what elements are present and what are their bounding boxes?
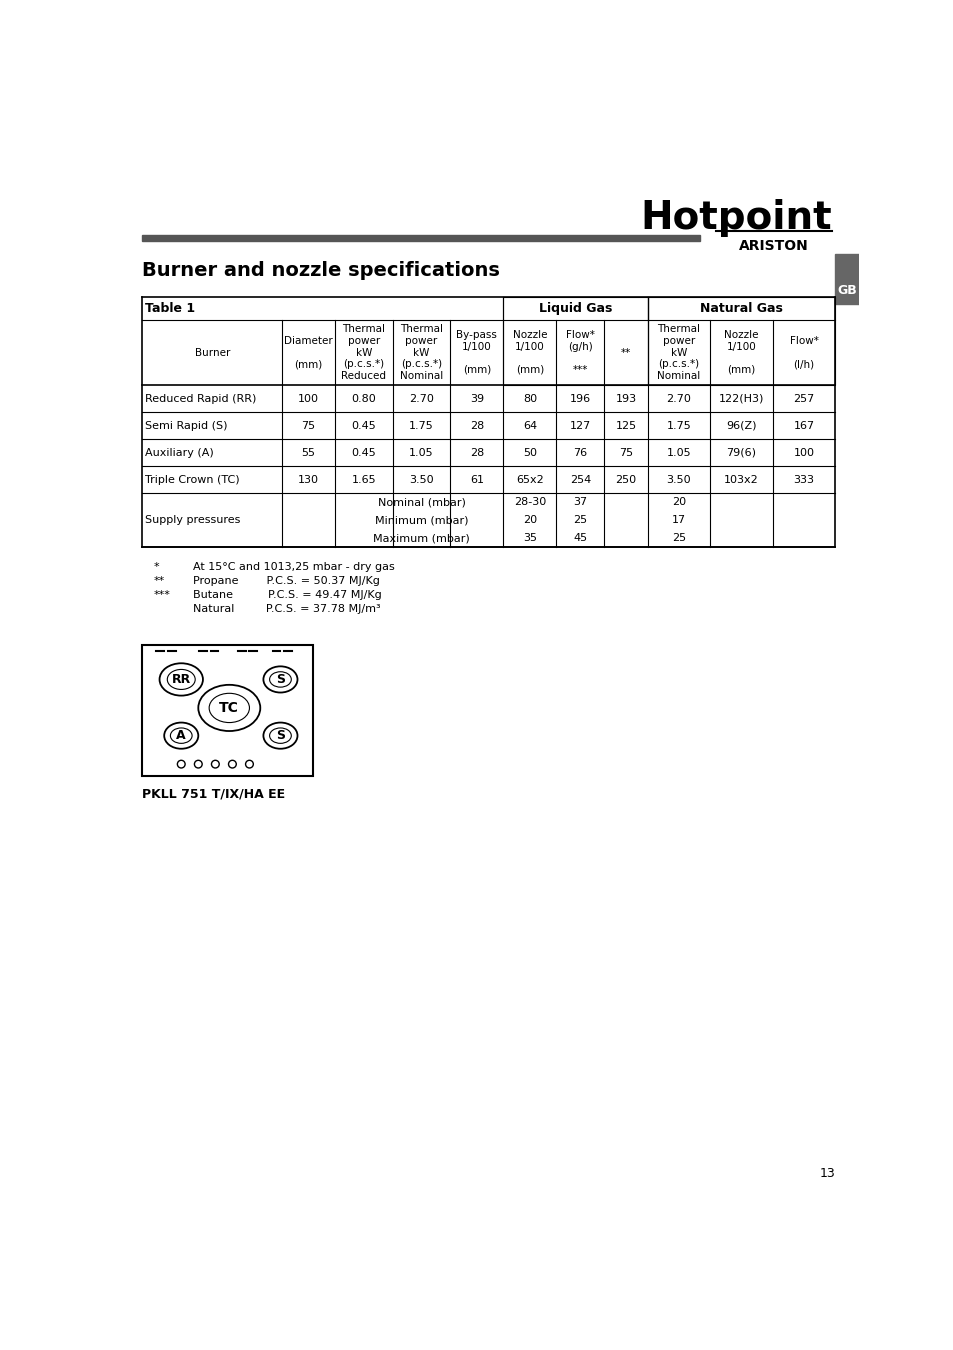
Text: 75: 75 bbox=[618, 448, 633, 458]
Text: 130: 130 bbox=[297, 475, 318, 485]
Text: PKLL 751 T/IX/HA EE: PKLL 751 T/IX/HA EE bbox=[142, 787, 285, 801]
Text: 28: 28 bbox=[469, 421, 483, 431]
Text: 1.65: 1.65 bbox=[351, 475, 375, 485]
Text: Nozzle
1/100

(mm): Nozzle 1/100 (mm) bbox=[512, 331, 546, 375]
Text: 28: 28 bbox=[469, 448, 483, 458]
Text: 45: 45 bbox=[573, 533, 587, 543]
Text: 250: 250 bbox=[615, 475, 636, 485]
Text: Thermal
power
kW
(p.c.s.*)
Nominal: Thermal power kW (p.c.s.*) Nominal bbox=[657, 324, 700, 381]
Text: 17: 17 bbox=[671, 516, 685, 525]
Text: At 15°C and 1013,25 mbar - dry gas: At 15°C and 1013,25 mbar - dry gas bbox=[193, 563, 395, 572]
Text: 65x2: 65x2 bbox=[516, 475, 543, 485]
Text: 100: 100 bbox=[793, 448, 814, 458]
Text: Natural Gas: Natural Gas bbox=[700, 302, 782, 315]
Text: Burner and nozzle specifications: Burner and nozzle specifications bbox=[142, 261, 500, 279]
Text: 2.70: 2.70 bbox=[409, 394, 434, 404]
Text: 196: 196 bbox=[569, 394, 590, 404]
Text: 0.45: 0.45 bbox=[351, 421, 375, 431]
Text: 167: 167 bbox=[793, 421, 814, 431]
Text: Nominal (mbar): Nominal (mbar) bbox=[377, 497, 465, 508]
Text: 61: 61 bbox=[470, 475, 483, 485]
Text: 37: 37 bbox=[573, 497, 587, 508]
Text: Thermal
power
kW
(p.c.s.*)
Nominal: Thermal power kW (p.c.s.*) Nominal bbox=[399, 324, 443, 381]
Text: 1.05: 1.05 bbox=[409, 448, 434, 458]
Text: **: ** bbox=[154, 576, 165, 586]
Text: 79(6): 79(6) bbox=[726, 448, 756, 458]
Text: Butane          P.C.S. = 49.47 MJ/Kg: Butane P.C.S. = 49.47 MJ/Kg bbox=[193, 590, 381, 601]
Text: 3.50: 3.50 bbox=[409, 475, 434, 485]
Text: Minimum (mbar): Minimum (mbar) bbox=[375, 516, 468, 525]
Text: 76: 76 bbox=[573, 448, 587, 458]
Text: Maximum (mbar): Maximum (mbar) bbox=[373, 533, 470, 543]
Text: Table 1: Table 1 bbox=[145, 302, 194, 315]
Text: S: S bbox=[275, 672, 285, 686]
Text: 1.75: 1.75 bbox=[666, 421, 691, 431]
Text: Auxiliary (A): Auxiliary (A) bbox=[145, 448, 213, 458]
Text: 96(Z): 96(Z) bbox=[725, 421, 756, 431]
Text: 0.80: 0.80 bbox=[351, 394, 375, 404]
Text: Flow*

(l/h): Flow* (l/h) bbox=[789, 336, 818, 369]
Text: 80: 80 bbox=[522, 394, 537, 404]
Text: Semi Rapid (S): Semi Rapid (S) bbox=[145, 421, 227, 431]
Text: Supply pressures: Supply pressures bbox=[145, 516, 240, 525]
Text: 125: 125 bbox=[615, 421, 636, 431]
Text: Nozzle
1/100

(mm): Nozzle 1/100 (mm) bbox=[723, 331, 758, 375]
Text: 20: 20 bbox=[522, 516, 537, 525]
Text: 2.70: 2.70 bbox=[666, 394, 691, 404]
Text: 3.50: 3.50 bbox=[666, 475, 691, 485]
Text: Thermal
power
kW
(p.c.s.*)
Reduced: Thermal power kW (p.c.s.*) Reduced bbox=[341, 324, 386, 381]
Text: Burner: Burner bbox=[194, 347, 230, 358]
Text: 103x2: 103x2 bbox=[723, 475, 758, 485]
Text: ***: *** bbox=[154, 590, 171, 601]
Text: 1.75: 1.75 bbox=[409, 421, 434, 431]
Text: 1.05: 1.05 bbox=[666, 448, 691, 458]
Text: *: * bbox=[154, 563, 159, 572]
Text: 39: 39 bbox=[469, 394, 483, 404]
Text: 25: 25 bbox=[671, 533, 685, 543]
Text: 257: 257 bbox=[793, 394, 814, 404]
Text: 100: 100 bbox=[297, 394, 318, 404]
Bar bbox=[835, 254, 858, 305]
Text: Reduced Rapid (RR): Reduced Rapid (RR) bbox=[145, 394, 256, 404]
Text: By-pass
1/100

(mm): By-pass 1/100 (mm) bbox=[456, 331, 497, 375]
Text: 35: 35 bbox=[522, 533, 537, 543]
Text: GB: GB bbox=[836, 284, 856, 297]
Text: 0.45: 0.45 bbox=[351, 448, 375, 458]
Text: 333: 333 bbox=[793, 475, 814, 485]
Text: **: ** bbox=[620, 347, 631, 358]
Text: TC: TC bbox=[219, 701, 239, 716]
Text: Natural         P.C.S. = 37.78 MJ/m³: Natural P.C.S. = 37.78 MJ/m³ bbox=[193, 603, 380, 614]
Text: 20: 20 bbox=[671, 497, 685, 508]
Text: ARISTON: ARISTON bbox=[739, 239, 808, 252]
Text: 64: 64 bbox=[522, 421, 537, 431]
Text: Hotpoint: Hotpoint bbox=[640, 198, 831, 238]
Text: S: S bbox=[275, 729, 285, 742]
Text: 127: 127 bbox=[569, 421, 590, 431]
Text: 193: 193 bbox=[615, 394, 636, 404]
Text: 122(H3): 122(H3) bbox=[719, 394, 763, 404]
Text: Liquid Gas: Liquid Gas bbox=[538, 302, 612, 315]
Bar bbox=[647, 297, 835, 385]
Text: 25: 25 bbox=[573, 516, 587, 525]
Text: 13: 13 bbox=[819, 1166, 835, 1180]
Bar bbox=[503, 297, 647, 385]
Text: 50: 50 bbox=[522, 448, 537, 458]
Text: A: A bbox=[176, 729, 186, 742]
Text: Flow*
(g/h)

***: Flow* (g/h) *** bbox=[565, 331, 594, 375]
Text: RR: RR bbox=[172, 672, 191, 686]
Text: 75: 75 bbox=[301, 421, 315, 431]
Bar bbox=[142, 235, 700, 242]
Bar bbox=[142, 645, 313, 776]
Text: Propane        P.C.S. = 50.37 MJ/Kg: Propane P.C.S. = 50.37 MJ/Kg bbox=[193, 576, 379, 586]
Text: Triple Crown (TC): Triple Crown (TC) bbox=[145, 475, 239, 485]
Text: 55: 55 bbox=[301, 448, 315, 458]
Text: 28-30: 28-30 bbox=[513, 497, 545, 508]
Text: 254: 254 bbox=[569, 475, 590, 485]
Text: Diameter

(mm): Diameter (mm) bbox=[284, 336, 333, 369]
